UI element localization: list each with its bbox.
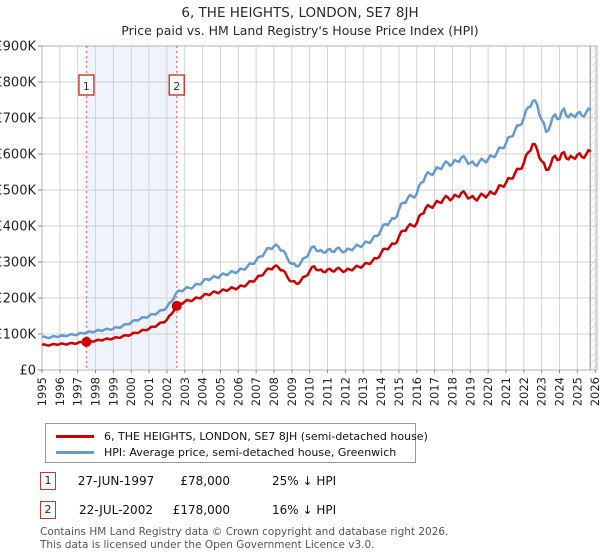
- license-footer: Contains HM Land Registry data © Crown c…: [40, 526, 448, 551]
- x-axis-label: 1996: [53, 377, 67, 406]
- y-axis-label: £600K: [0, 148, 36, 163]
- property-line: [41, 142, 592, 347]
- x-axis-label: 1997: [71, 377, 85, 406]
- y-axis-label: £100K: [0, 328, 36, 343]
- x-axis-label: 2003: [178, 377, 192, 406]
- x-axis-label: 2013: [356, 377, 370, 406]
- x-axis-label: 2024: [553, 377, 567, 406]
- transaction-2-date: 22-JUL-2002: [79, 503, 153, 517]
- x-axis-label: 2020: [481, 377, 495, 406]
- x-axis-label: 2005: [213, 377, 227, 406]
- x-axis-label: 2021: [499, 377, 513, 406]
- x-axis-label: 2012: [338, 377, 352, 406]
- y-axis-label: £400K: [0, 220, 36, 235]
- price-chart: 1 2 £0 £100K £200K £300K £400K £500K £600K £700K £…: [0, 40, 600, 407]
- y-axis-label: £800K: [0, 76, 36, 91]
- future-region: [590, 46, 597, 370]
- transaction-1-price: £78,000: [180, 474, 230, 488]
- x-axis-label: 1998: [89, 377, 103, 406]
- legend-label-property: 6, THE HEIGHTS, LONDON, SE7 8JH (semi-de…: [104, 429, 428, 443]
- x-axis-label: 2023: [535, 377, 549, 406]
- sale-flag-2: [168, 74, 185, 96]
- hpi-line: [41, 99, 592, 340]
- x-axis-label: 2026: [588, 377, 600, 406]
- transaction-2-hpi-diff: 16% ↓ HPI: [272, 503, 337, 517]
- page-subtitle: Price paid vs. HM Land Registry's House …: [121, 23, 479, 38]
- transaction-2-price: £178,000: [172, 503, 230, 517]
- y-axis-label: £200K: [0, 292, 36, 307]
- legend: 6, THE HEIGHTS, LONDON, SE7 8JH (semi-de…: [45, 423, 428, 463]
- x-axis-label: 2022: [517, 377, 531, 406]
- footer-line-1: Contains HM Land Registry data © Crown c…: [40, 526, 449, 538]
- transaction-row-1: 1 27-JUN-1997 £78,000 25% ↓ HPI: [40, 472, 336, 490]
- x-axis-label: 2007: [249, 377, 263, 406]
- x-axis-label: 2002: [160, 377, 174, 406]
- y-axis-label: £0: [19, 364, 36, 379]
- y-axis-label: £300K: [0, 256, 36, 271]
- x-axis-label: 2019: [463, 377, 477, 406]
- x-axis-label: 2014: [374, 377, 388, 406]
- x-axis-label: 1999: [106, 377, 120, 406]
- property-line-swatch: [56, 434, 94, 438]
- x-axis-label: 2015: [392, 377, 406, 406]
- sale-flag-label-1: 1: [83, 80, 90, 93]
- hpi-line-swatch: [56, 450, 94, 454]
- sale-dot-1: [81, 336, 92, 347]
- plot-border: [41, 45, 598, 371]
- transaction-2-number-badge: 2: [40, 501, 56, 519]
- page-title: 6, THE HEIGHTS, LONDON, SE7 8JH: [181, 5, 419, 21]
- footer-line-2: This data is licensed under the Open Gov…: [40, 538, 375, 551]
- sale-flag-label-2: 2: [173, 80, 180, 93]
- x-axis-label: 2011: [321, 377, 335, 406]
- x-axis-label: 2004: [196, 377, 210, 406]
- legend-row-hpi: HPI: Average price, semi-detached house,…: [56, 444, 415, 460]
- x-axis-label: 2018: [445, 377, 459, 406]
- x-axis-label: 2009: [285, 377, 299, 406]
- y-axis-label: £900K: [0, 40, 36, 55]
- x-axis-label: 2010: [303, 377, 317, 406]
- x-axis-label: 2008: [267, 377, 281, 406]
- sale-dot-2: [171, 300, 182, 311]
- sale-flag-1: [78, 74, 95, 96]
- y-axis-label: £700K: [0, 112, 36, 127]
- x-axis-label: 2006: [231, 377, 245, 406]
- transaction-row-2: 2 22-JUL-2002 £178,000 16% ↓ HPI: [40, 501, 336, 519]
- transaction-1-hpi-diff: 25% ↓ HPI: [272, 474, 337, 488]
- transaction-1-number-badge: 1: [40, 472, 56, 490]
- x-axis-label: 2025: [570, 377, 584, 406]
- x-axis-label: 2001: [142, 377, 156, 406]
- y-axis-label: £500K: [0, 184, 36, 199]
- x-axis-label: 2000: [124, 377, 138, 406]
- legend-row-property: 6, THE HEIGHTS, LONDON, SE7 8JH (semi-de…: [56, 428, 428, 444]
- x-axis-label: 2017: [428, 377, 442, 406]
- legend-label-hpi: HPI: Average price, semi-detached house,…: [104, 445, 397, 459]
- x-axis-label: 2016: [410, 377, 424, 406]
- transaction-1-date: 27-JUN-1997: [77, 474, 155, 488]
- x-axis-label: 1995: [35, 377, 49, 406]
